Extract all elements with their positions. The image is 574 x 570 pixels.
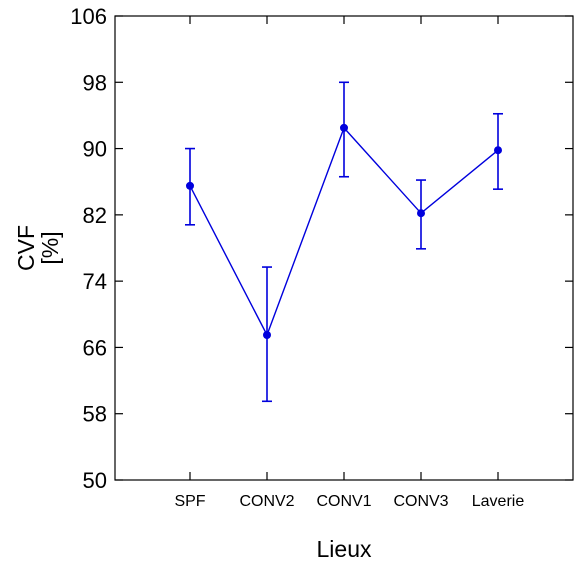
x-tick-label: Laverie bbox=[472, 493, 525, 510]
y-tick-label: 74 bbox=[83, 269, 107, 294]
x-tick-label: CONV2 bbox=[239, 493, 294, 510]
y-tick-label: 82 bbox=[83, 203, 107, 228]
x-tick-label: CONV1 bbox=[316, 493, 371, 510]
data-point bbox=[186, 181, 194, 190]
x-tick-label: SPF bbox=[174, 493, 205, 510]
y-axis-title: CVF bbox=[13, 225, 39, 271]
y-tick-label: 66 bbox=[83, 335, 107, 360]
x-tick-label: CONV3 bbox=[393, 493, 448, 510]
y-tick-label: 90 bbox=[83, 137, 107, 162]
data-point bbox=[417, 209, 425, 218]
y-axis-ticks: 50 58 66 74 82 90 98 106 bbox=[70, 4, 573, 493]
y-axis-title-group: CVF [%] bbox=[13, 225, 63, 271]
data-point bbox=[494, 146, 502, 155]
data-point bbox=[340, 123, 348, 132]
y-tick-label: 106 bbox=[70, 4, 107, 29]
x-axis-title: Lieux bbox=[317, 536, 372, 562]
data-series bbox=[185, 81, 503, 403]
y-tick-label: 50 bbox=[83, 468, 107, 493]
x-axis-ticks: SPF CONV2 CONV1 CONV3 Laverie bbox=[174, 16, 524, 510]
y-tick-label: 58 bbox=[83, 402, 107, 427]
data-point bbox=[263, 331, 271, 339]
y-tick-label: 98 bbox=[83, 70, 107, 95]
y-axis-unit: [%] bbox=[37, 231, 63, 264]
